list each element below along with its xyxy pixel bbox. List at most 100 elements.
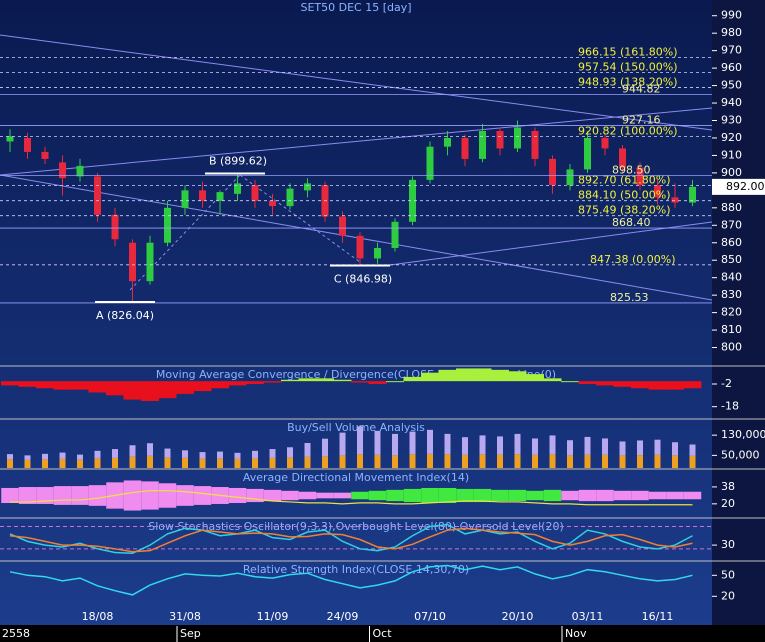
level-label: 927.16 bbox=[622, 113, 661, 126]
candle-body bbox=[619, 148, 626, 168]
y-tick-label: 810 bbox=[721, 323, 742, 336]
volume-bar bbox=[304, 456, 311, 468]
level-label: 898.50 bbox=[612, 164, 651, 177]
candle-body bbox=[41, 151, 49, 159]
volume-bar bbox=[217, 458, 223, 468]
candle-body bbox=[6, 136, 14, 142]
macd-bar bbox=[368, 381, 387, 384]
macd-bar bbox=[648, 381, 667, 390]
candle-body bbox=[164, 207, 171, 243]
y-tick-label: 910 bbox=[721, 148, 742, 161]
volume-bar bbox=[42, 459, 48, 468]
candle-body bbox=[111, 214, 119, 240]
volume-bar bbox=[339, 432, 346, 456]
macd-bar bbox=[193, 381, 212, 392]
macd-bar bbox=[421, 372, 439, 382]
di-spread bbox=[508, 489, 527, 502]
volume-bar bbox=[567, 440, 573, 456]
candle-body bbox=[286, 188, 294, 207]
di-spread bbox=[543, 489, 562, 502]
volume-bar bbox=[409, 454, 416, 468]
panel-title: Average Directional Movement Index(14) bbox=[243, 471, 469, 484]
macd-bar bbox=[526, 374, 544, 382]
volume-bar bbox=[252, 450, 258, 459]
x-tick-label: 03/11 bbox=[572, 610, 604, 623]
candle-body bbox=[129, 242, 136, 282]
candle-body bbox=[356, 235, 364, 259]
di-spread bbox=[421, 487, 439, 504]
volume-bar bbox=[514, 454, 521, 468]
di-spread bbox=[613, 490, 632, 501]
volume-bar bbox=[59, 452, 66, 459]
volume-bar bbox=[462, 454, 468, 468]
y-tick-label: 30 bbox=[721, 538, 735, 551]
volume-bar bbox=[584, 436, 591, 455]
volume-bar bbox=[339, 455, 346, 468]
di-spread bbox=[403, 488, 422, 503]
macd-bar bbox=[246, 381, 264, 384]
candle-body bbox=[76, 165, 84, 177]
di-spread bbox=[561, 490, 579, 501]
volume-bar bbox=[112, 457, 118, 468]
volume-bar bbox=[59, 458, 66, 468]
volume-bar bbox=[42, 453, 48, 460]
macd-bar bbox=[403, 376, 422, 382]
y-tick-label: 840 bbox=[721, 271, 742, 284]
volume-bar bbox=[514, 433, 521, 455]
y-tick-label: 38 bbox=[721, 480, 735, 493]
volume-bar bbox=[444, 454, 451, 468]
volume-bar bbox=[304, 442, 311, 457]
volume-bar bbox=[147, 443, 153, 456]
di-spread bbox=[351, 491, 369, 500]
macd-bar bbox=[666, 381, 684, 390]
volume-bar bbox=[234, 458, 241, 468]
date-axis-background bbox=[0, 625, 765, 642]
volume-bar bbox=[479, 454, 486, 468]
indicator-line bbox=[9, 564, 693, 596]
di-spread bbox=[36, 487, 54, 504]
candle-body bbox=[531, 130, 539, 159]
y-tick-label: 800 bbox=[721, 341, 742, 354]
y-tick-label: 130,000 bbox=[721, 428, 765, 441]
di-spread bbox=[158, 483, 177, 508]
volume-bar bbox=[357, 454, 363, 468]
volume-bar bbox=[234, 452, 241, 459]
panel-title: Slow Stochastics Oscillator(9,3,3),Overb… bbox=[148, 520, 564, 533]
x-tick-label: 18/08 bbox=[82, 610, 114, 623]
fib-label: 966.15 (161.80%) bbox=[578, 45, 678, 58]
macd-bar bbox=[298, 378, 317, 382]
axis-background bbox=[712, 0, 765, 625]
di-spread bbox=[123, 480, 142, 511]
candle-body bbox=[199, 190, 206, 201]
candle-body bbox=[514, 127, 521, 149]
volume-bar bbox=[444, 433, 451, 455]
macd-bar bbox=[508, 371, 527, 382]
macd-bar bbox=[18, 381, 37, 387]
candle-body bbox=[689, 186, 696, 203]
volume-bar bbox=[672, 442, 678, 456]
di-spread bbox=[141, 481, 159, 510]
volume-bar bbox=[322, 456, 328, 468]
level-label: 868.40 bbox=[612, 216, 651, 229]
volume-bar bbox=[427, 453, 433, 468]
fib-label: 875.49 (38.20%) bbox=[578, 204, 671, 217]
volume-bar bbox=[182, 457, 188, 468]
volume-bar bbox=[287, 457, 293, 468]
candle-body bbox=[181, 190, 189, 208]
macd-bar bbox=[333, 379, 352, 382]
di-spread bbox=[18, 487, 37, 504]
y-tick-label: 880 bbox=[721, 201, 742, 214]
di-spread bbox=[298, 491, 317, 500]
indicator-line bbox=[9, 523, 693, 555]
candle-body bbox=[339, 216, 346, 236]
y-tick-label: 20 bbox=[721, 497, 735, 510]
macd-bar bbox=[228, 381, 247, 386]
di-spread bbox=[438, 487, 457, 504]
macd-bar bbox=[613, 381, 632, 387]
volume-bar bbox=[217, 451, 223, 459]
volume-bar bbox=[129, 456, 136, 468]
volume-bar bbox=[427, 429, 433, 454]
candle-body bbox=[146, 242, 154, 282]
volume-bar bbox=[199, 452, 206, 459]
di-spread bbox=[281, 490, 299, 501]
